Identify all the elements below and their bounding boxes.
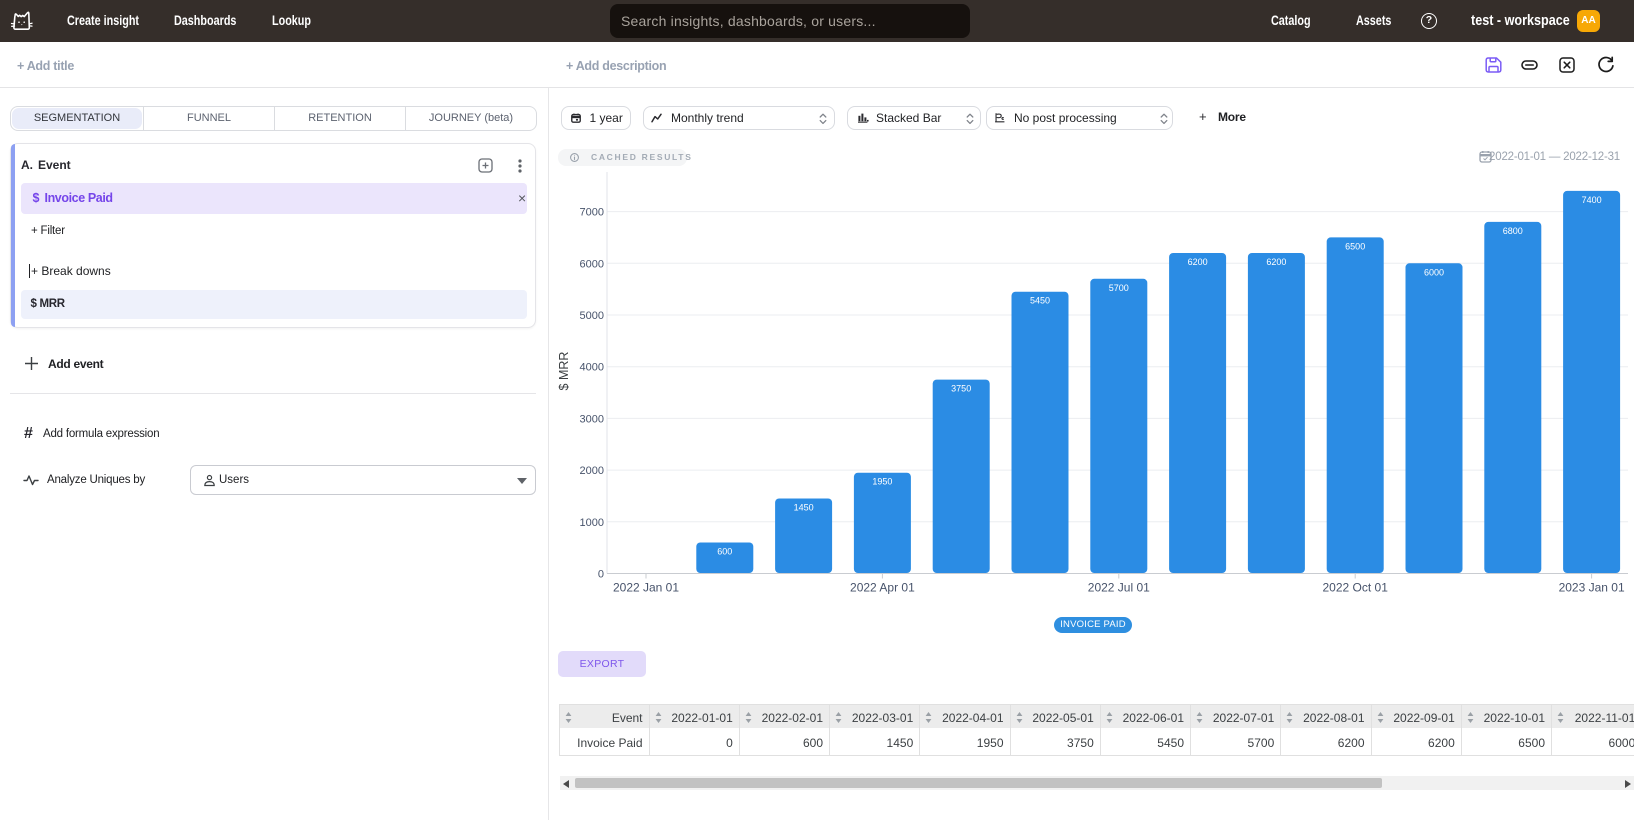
svg-text:1950: 1950 [872, 477, 892, 487]
svg-text:2023 Jan 01: 2023 Jan 01 [1559, 581, 1625, 595]
svg-text:2022 Jan 01: 2022 Jan 01 [613, 581, 679, 595]
svg-text:0: 0 [598, 569, 604, 581]
svg-text:3750: 3750 [951, 384, 971, 394]
svg-text:6500: 6500 [1345, 241, 1365, 251]
svg-text:6000: 6000 [1424, 267, 1444, 277]
svg-text:6800: 6800 [1503, 226, 1523, 236]
svg-text:5700: 5700 [1109, 283, 1129, 293]
svg-text:6000: 6000 [580, 258, 604, 270]
svg-text:5450: 5450 [1030, 296, 1050, 306]
svg-text:600: 600 [717, 547, 732, 557]
svg-text:$ MRR: $ MRR [557, 352, 571, 391]
svg-text:1450: 1450 [794, 503, 814, 513]
svg-text:7400: 7400 [1582, 195, 1602, 205]
svg-text:6200: 6200 [1188, 257, 1208, 267]
svg-text:1000: 1000 [580, 517, 604, 529]
svg-text:2022 Apr 01: 2022 Apr 01 [850, 581, 915, 595]
svg-text:2022 Oct 01: 2022 Oct 01 [1323, 581, 1389, 595]
svg-text:2022 Jul 01: 2022 Jul 01 [1088, 581, 1150, 595]
svg-text:6200: 6200 [1266, 257, 1286, 267]
svg-text:2000: 2000 [580, 465, 604, 477]
svg-text:7000: 7000 [580, 207, 604, 219]
svg-text:5000: 5000 [580, 310, 604, 322]
svg-text:4000: 4000 [580, 362, 604, 374]
svg-text:3000: 3000 [580, 413, 604, 425]
